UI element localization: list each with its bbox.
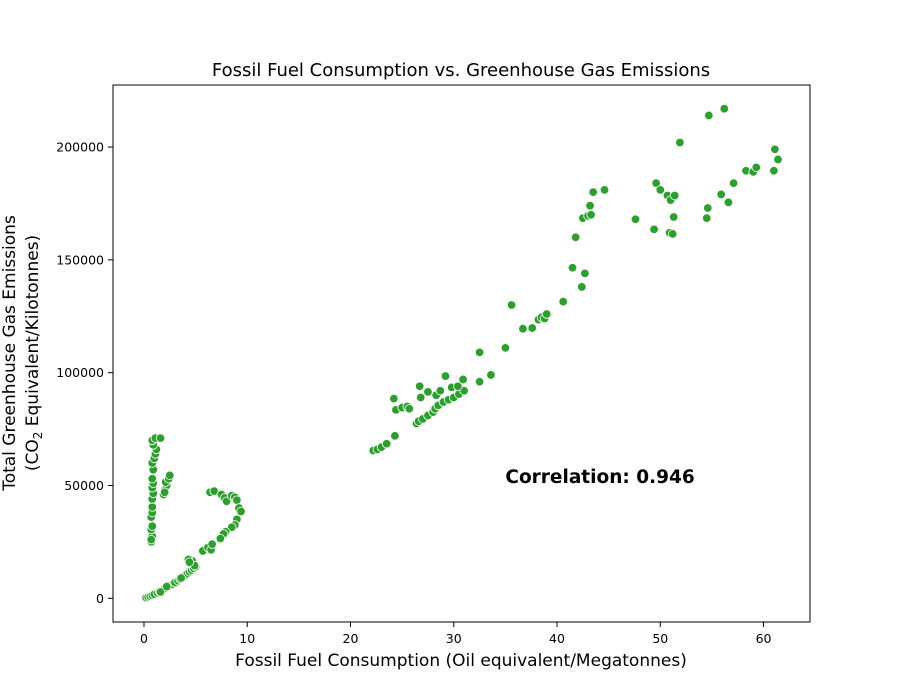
- y-axis-ticks: 0 50000 100000 150000 200000: [56, 140, 113, 606]
- correlation-annotation: Correlation: 0.946: [505, 467, 694, 488]
- data-point: [147, 474, 157, 484]
- data-point: [404, 404, 415, 414]
- data-point: [474, 347, 485, 358]
- data-point: [577, 282, 587, 292]
- data-point: [655, 185, 665, 195]
- data-point: [440, 371, 451, 381]
- data-point: [669, 212, 679, 222]
- data-point: [500, 343, 511, 353]
- data-point: [751, 162, 762, 173]
- data-point: [161, 581, 172, 592]
- data-point: [728, 178, 739, 188]
- data-point: [580, 268, 590, 279]
- y-axis-label-subscript: 2: [31, 432, 45, 440]
- x-axis-ticks: 0 10 20 30 40 50 60: [140, 622, 772, 646]
- data-point: [670, 190, 680, 201]
- data-point: [703, 203, 713, 213]
- data-point: [723, 197, 734, 208]
- data-point: [423, 387, 433, 397]
- data-point: [389, 393, 399, 404]
- y-tick-label: 200000: [56, 140, 104, 155]
- data-point: [207, 539, 217, 549]
- plot-area-frame: [112, 84, 811, 623]
- y-axis-label-line2: (CO2 Equivalent/Kilotonnes): [23, 235, 45, 471]
- data-point: [716, 189, 726, 200]
- y-axis-label-line1: Total Greenhouse Gas Emissions: [0, 215, 20, 492]
- data-point: [558, 296, 568, 307]
- data-point: [416, 392, 426, 403]
- data-point: [147, 502, 157, 512]
- data-points: [141, 103, 783, 603]
- data-point: [770, 144, 780, 155]
- y-tick-label: 150000: [56, 252, 104, 267]
- data-point: [165, 470, 175, 481]
- data-point: [184, 557, 195, 567]
- data-point: [567, 263, 578, 273]
- data-point: [769, 166, 779, 176]
- data-point: [155, 433, 166, 443]
- x-axis-label: Fossil Fuel Consumption (Oil equivalent/…: [235, 651, 687, 671]
- x-tick-label: 50: [652, 631, 668, 646]
- data-point: [453, 381, 463, 391]
- x-tick-label: 0: [140, 631, 148, 646]
- data-point: [585, 201, 595, 211]
- data-point: [474, 377, 485, 387]
- data-point: [147, 521, 157, 531]
- data-point: [649, 224, 659, 235]
- data-point: [159, 487, 170, 497]
- x-tick-label: 20: [343, 631, 359, 646]
- y-axis-label-suffix: Equivalent/Kilotonnes): [23, 235, 43, 432]
- data-point: [146, 534, 156, 545]
- x-tick-label: 60: [756, 631, 772, 646]
- data-point: [435, 386, 446, 396]
- data-point: [381, 439, 392, 449]
- data-point: [236, 506, 246, 517]
- data-point: [704, 110, 714, 121]
- x-tick-label: 10: [239, 631, 255, 646]
- data-point: [506, 300, 517, 310]
- data-point: [570, 232, 581, 243]
- data-point: [176, 573, 186, 583]
- data-point: [232, 495, 242, 505]
- data-point: [586, 210, 596, 220]
- data-point: [773, 154, 783, 165]
- data-point: [588, 187, 598, 197]
- data-point: [527, 323, 537, 333]
- data-point: [155, 587, 166, 597]
- y-axis-label-prefix: (CO: [23, 439, 43, 471]
- data-point: [675, 137, 685, 148]
- data-point: [486, 370, 496, 380]
- data-point: [541, 309, 552, 319]
- y-tick-label: 50000: [64, 478, 104, 493]
- data-point: [215, 533, 226, 544]
- y-tick-label: 100000: [56, 365, 104, 380]
- data-point: [599, 185, 610, 195]
- y-tick-label: 0: [96, 591, 104, 606]
- x-tick-label: 30: [446, 631, 462, 646]
- x-tick-label: 40: [549, 631, 565, 646]
- data-point: [630, 214, 641, 224]
- data-point: [518, 323, 528, 334]
- data-point: [719, 103, 729, 114]
- chart-title: Fossil Fuel Consumption vs. Greenhouse G…: [212, 60, 710, 81]
- data-point: [651, 178, 661, 188]
- data-point: [702, 213, 712, 223]
- data-point: [458, 374, 468, 385]
- data-point: [414, 381, 425, 391]
- data-point: [390, 431, 400, 441]
- data-point: [667, 229, 678, 239]
